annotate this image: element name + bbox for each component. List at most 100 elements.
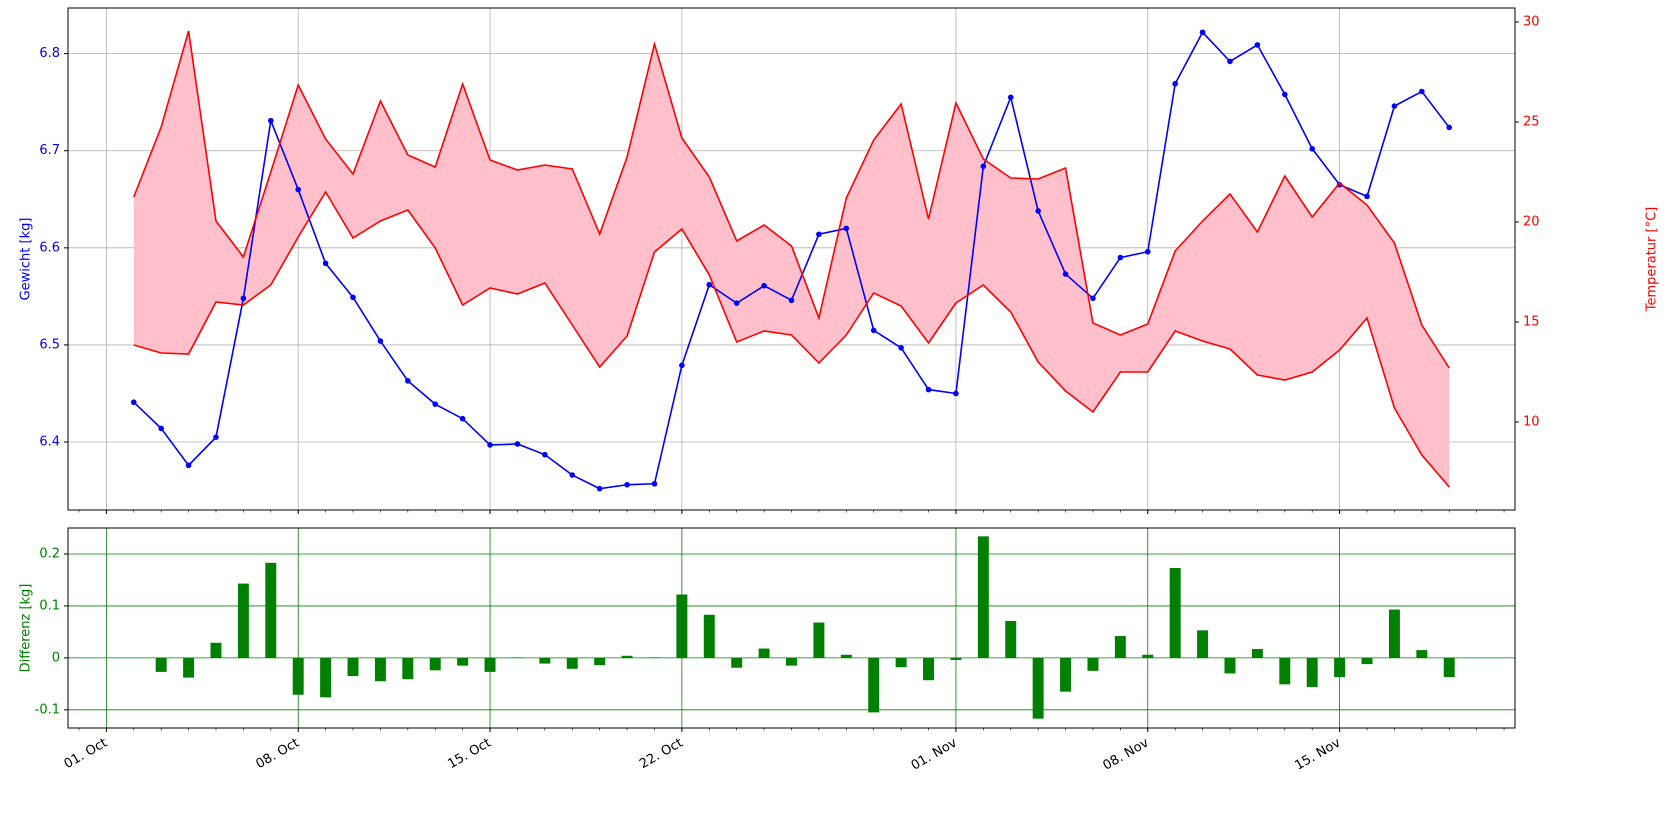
data-point <box>788 297 795 304</box>
bar <box>292 657 304 695</box>
bar <box>1388 609 1400 658</box>
bar <box>594 657 606 666</box>
data-point <box>432 401 439 407</box>
data-point <box>1254 42 1261 48</box>
data-point <box>158 425 164 432</box>
data-point <box>377 338 384 344</box>
bar <box>566 657 578 669</box>
data-point <box>980 163 987 170</box>
bar <box>813 622 825 658</box>
data-point <box>1281 91 1288 98</box>
data-point <box>1172 80 1178 87</box>
x-tick-label: 15. Nov <box>1292 735 1343 773</box>
bar <box>895 657 907 668</box>
x-tick-label: 01. Oct <box>62 736 110 773</box>
bar <box>183 657 195 678</box>
plot-frame <box>67 527 1516 729</box>
bar <box>868 657 880 713</box>
bar <box>950 657 962 660</box>
x-tick-label: 22. Oct <box>637 736 685 773</box>
data-point <box>1199 29 1206 36</box>
data-point <box>1144 248 1151 255</box>
data-point <box>295 186 302 193</box>
bar <box>731 657 743 668</box>
series-line <box>133 190 1450 488</box>
bar <box>1334 657 1346 678</box>
data-point <box>679 362 685 369</box>
bar <box>758 648 770 658</box>
bar <box>1087 657 1099 671</box>
y2-axis-label: Temperatur [°C] <box>1645 207 1660 313</box>
data-point <box>651 480 658 487</box>
bar <box>676 594 688 658</box>
data-point <box>733 300 740 306</box>
bar <box>621 655 633 658</box>
bar <box>1032 657 1044 719</box>
y2-tick-label: 25 <box>1523 115 1540 130</box>
bar <box>265 562 277 658</box>
bar <box>320 657 332 698</box>
bar <box>977 536 989 658</box>
bar <box>457 657 469 666</box>
data-point <box>1227 58 1233 65</box>
data-point <box>240 295 247 302</box>
y-tick-label: 6.5 <box>39 337 60 352</box>
y2-tick-label: 10 <box>1523 415 1540 430</box>
bar <box>1169 568 1181 658</box>
data-point <box>925 386 932 393</box>
x-tick-label: 08. Oct <box>253 736 301 773</box>
bar <box>703 614 715 658</box>
data-point <box>542 451 548 458</box>
bar <box>347 657 359 677</box>
y-tick-label: 0.2 <box>39 546 60 561</box>
y-tick-label: -0.1 <box>35 702 60 717</box>
data-point <box>816 231 822 238</box>
data-point <box>459 415 466 422</box>
bar <box>1251 649 1263 658</box>
data-point <box>870 327 877 334</box>
bar <box>1279 657 1291 685</box>
bar <box>1060 657 1072 692</box>
data-point <box>1090 295 1096 302</box>
data-point <box>898 345 904 351</box>
data-point <box>843 225 850 232</box>
x-tick-label: 15. Oct <box>445 736 493 773</box>
data-point <box>1309 145 1316 152</box>
bar <box>923 657 935 681</box>
data-point <box>1007 94 1014 101</box>
data-point <box>487 442 493 448</box>
y-tick-label: 6.8 <box>39 46 60 61</box>
series-line <box>133 30 1450 369</box>
data-point <box>1419 88 1425 95</box>
plot-frame <box>67 7 1516 511</box>
y2-tick-label: 30 <box>1523 15 1540 30</box>
data-point <box>185 462 192 469</box>
data-point <box>596 485 603 492</box>
bar <box>840 654 852 658</box>
data-point <box>569 472 576 478</box>
bar <box>210 642 222 658</box>
y-axis-label: Gewicht [kg] <box>19 218 34 301</box>
x-tick-label: 08. Nov <box>1101 735 1152 773</box>
bar <box>374 657 386 682</box>
data-point <box>1391 103 1398 109</box>
data-point <box>130 399 137 406</box>
bar <box>1443 657 1455 678</box>
y-tick-label: 6.4 <box>39 435 60 450</box>
bar <box>1306 657 1318 687</box>
data-point <box>706 281 713 288</box>
bar <box>539 657 551 664</box>
bar <box>1416 650 1428 658</box>
data-point <box>1035 208 1041 214</box>
bar <box>1361 657 1373 665</box>
data-point <box>761 282 767 289</box>
bar <box>1224 657 1236 674</box>
data-point <box>322 260 329 267</box>
y2-tick-label: 20 <box>1523 215 1540 230</box>
data-point <box>1062 271 1069 277</box>
data-point <box>1446 124 1453 131</box>
y-tick-label: 0.1 <box>39 598 60 613</box>
bar <box>237 583 249 658</box>
bar <box>648 657 660 658</box>
